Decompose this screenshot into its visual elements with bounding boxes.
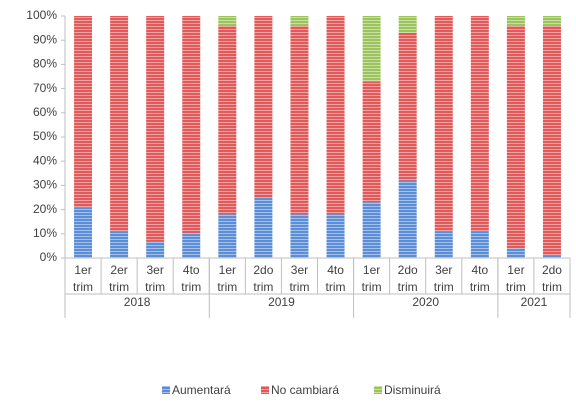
x-tick-label: 1er trim (361, 263, 382, 294)
y-tick-label: 90% (33, 32, 57, 46)
x-tick-label: 4to trim (469, 263, 490, 294)
x-tick-label: 3er trim (433, 263, 454, 294)
bar-segment (542, 25, 561, 256)
legend-label: Disminuirá (384, 383, 441, 397)
bar-segment (434, 16, 453, 232)
bar-segment (470, 231, 489, 258)
x-tick-label: 4to trim (181, 263, 202, 294)
bar-segment (218, 25, 237, 215)
bar-segment (398, 32, 417, 181)
x-tick-label: 1er trim (73, 263, 94, 294)
bar-segment (182, 233, 201, 258)
bar-segment (506, 16, 525, 26)
y-tick-label: 20% (33, 202, 57, 216)
x-tick-label: 4to trim (325, 263, 346, 294)
y-tick-label: 30% (33, 178, 57, 192)
bar-segment (326, 16, 345, 215)
bar-segment (434, 231, 453, 258)
legend-swatch (162, 386, 170, 394)
bar-segment (110, 231, 129, 258)
group-label: 2020 (412, 295, 439, 309)
y-tick-label: 40% (33, 153, 57, 167)
legend-label: No cambiará (271, 383, 339, 397)
x-tick-label: 1er trim (505, 263, 526, 294)
bar-segment (146, 16, 165, 242)
bar-segment (146, 241, 165, 258)
legend-label: Aumentará (172, 383, 231, 397)
group-label: 2019 (268, 295, 295, 309)
bar-segment (74, 16, 93, 208)
x-tick-label: 2do trim (541, 263, 562, 294)
bar-segment (506, 248, 525, 258)
bar-segment (542, 16, 561, 26)
bar-segment (254, 16, 273, 198)
bar-segment (254, 197, 273, 258)
bar-segment (290, 25, 309, 215)
bar-segment (74, 207, 93, 258)
y-tick-label: 60% (33, 105, 57, 119)
bar-segment (506, 25, 525, 249)
bar-segment (218, 16, 237, 26)
bar-segment (218, 214, 237, 258)
y-tick-label: 70% (33, 81, 57, 95)
x-tick-label: 3er trim (289, 263, 310, 294)
x-tick-label: 2do trim (253, 263, 274, 294)
x-tick-label: 3er trim (145, 263, 166, 294)
x-tick-label: 1er trim (217, 263, 238, 294)
bar-segment (182, 16, 201, 234)
bar-segment (362, 81, 381, 203)
y-tick-label: 100% (26, 8, 57, 22)
bar-segment (470, 16, 489, 232)
bar-segment (290, 16, 309, 26)
y-tick-label: 80% (33, 57, 57, 71)
group-label: 2018 (124, 295, 151, 309)
bar-segment (398, 16, 417, 33)
bar-segment (362, 202, 381, 258)
bar-segment (398, 180, 417, 258)
bar-segment (362, 16, 381, 82)
y-tick-label: 0% (40, 250, 58, 264)
bar-segment (326, 214, 345, 258)
group-label: 2021 (521, 295, 548, 309)
legend-swatch (261, 386, 269, 394)
bar-segment (290, 214, 309, 258)
bar-segment (542, 255, 561, 258)
legend-swatch (374, 386, 382, 394)
x-tick-label: 2do trim (397, 263, 418, 294)
y-tick-label: 10% (33, 226, 57, 240)
bar-segment (110, 16, 129, 232)
x-tick-label: 2er trim (109, 263, 130, 294)
y-tick-label: 50% (33, 129, 57, 143)
